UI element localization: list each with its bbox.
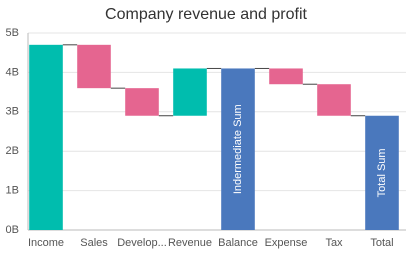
x-tick-label: Balance [218, 237, 258, 249]
bar [125, 88, 159, 116]
bar [269, 68, 303, 85]
bar [317, 84, 351, 116]
sum-label: Total Sum [376, 148, 388, 197]
y-tick-label: 0B [6, 224, 19, 236]
y-tick-label: 3B [6, 106, 19, 118]
x-tick-label: Tax [325, 237, 343, 249]
y-tick-label: 5B [6, 27, 19, 39]
x-tick-label: Total [370, 237, 393, 249]
x-tick-label: Develop... [117, 237, 167, 249]
bar [221, 68, 255, 231]
x-tick-label: Revenue [168, 237, 212, 249]
chart-title: Company revenue and profit [105, 6, 307, 23]
y-tick-label: 1B [6, 185, 19, 197]
bar [173, 68, 207, 116]
sum-label: Indermediate Sum [232, 104, 244, 194]
y-tick-label: 2B [6, 145, 19, 157]
bar [365, 115, 399, 230]
x-tick-label: Income [28, 237, 64, 249]
x-tick-label: Expense [265, 237, 308, 249]
y-tick-label: 4B [6, 66, 19, 78]
bar [77, 44, 111, 89]
x-tick-label: Sales [80, 237, 108, 249]
bar [29, 44, 63, 230]
